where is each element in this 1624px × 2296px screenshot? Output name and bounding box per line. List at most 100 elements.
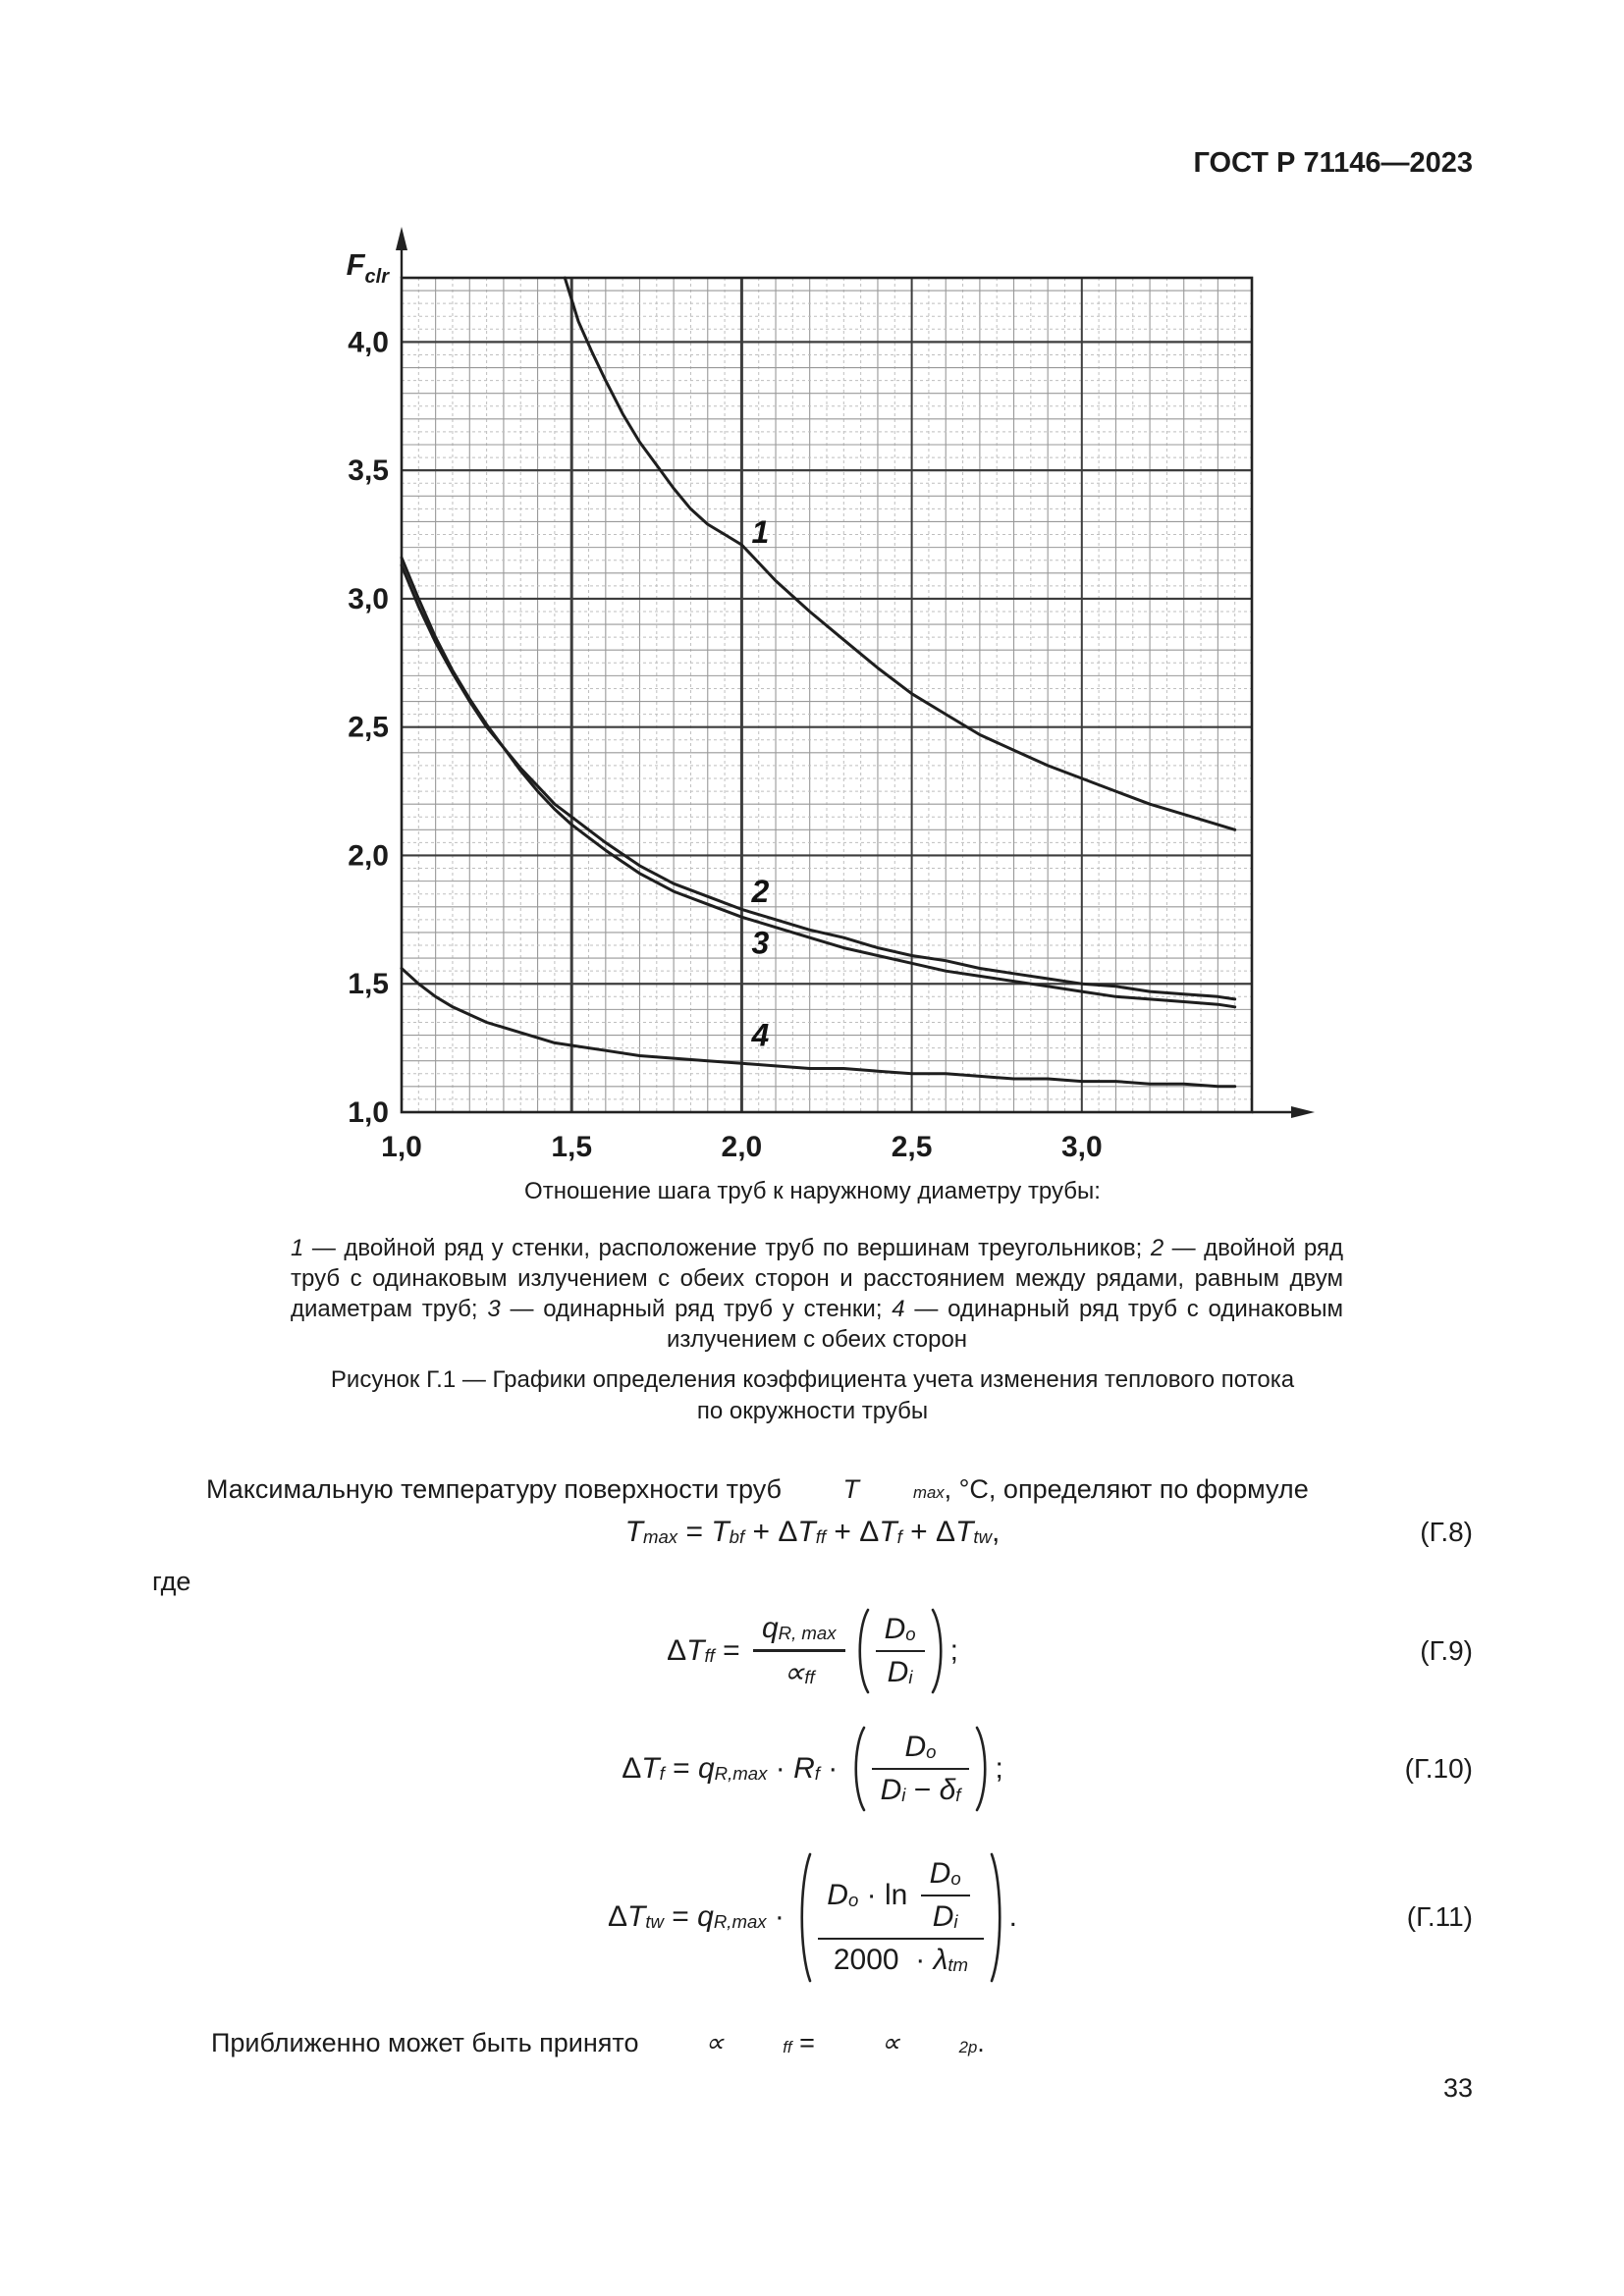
axis-arrow-icon: [396, 227, 407, 250]
curve-1: [563, 276, 1237, 831]
math-operator: =: [663, 1900, 698, 1933]
tick-label: 2,0: [722, 1131, 763, 1163]
paragraph-approx: Приближенно может быть принято ∝ ff = ∝ 2p…: [211, 2028, 985, 2057]
tick-label: 2,5: [892, 1131, 933, 1163]
curve-2: [400, 563, 1237, 1001]
tick-label: 2,0: [348, 839, 389, 872]
math-operator: ·: [819, 1752, 846, 1785]
tick-label: 3,0: [1061, 1131, 1103, 1163]
chart-canvas: Fclr 1,0 1,5 2,0 2,5 3,0 3,5 4,0 1,0 1,5 2,0 2,5 3,0…: [347, 227, 1315, 1163]
math-text: ln: [884, 1878, 916, 1911]
right-paren-icon: [931, 1608, 943, 1694]
math-operator: .: [1008, 1900, 1017, 1933]
math-text: 2000: [833, 1944, 907, 1977]
left-paren-icon: [858, 1608, 869, 1694]
math-operator: −: [905, 1774, 940, 1807]
tick-label: 1,0: [348, 1096, 389, 1129]
math-operator: ·: [858, 1878, 885, 1911]
y-axis-label: Fclr: [347, 247, 391, 288]
legend-series-number: 3: [487, 1296, 501, 1322]
curve-3: [400, 556, 1237, 1009]
equation-g8-number: (Г.8): [1420, 1517, 1473, 1547]
math-var: ∝ 2p: [881, 2028, 978, 2057]
left-paren-icon: [800, 1852, 812, 1982]
math-operator: =: [677, 1516, 712, 1548]
legend-series-number: 1: [291, 1235, 304, 1261]
math-operator: +: [826, 1516, 860, 1548]
left-paren-icon: [854, 1726, 865, 1812]
chart-x-axis-caption: Отношение шага труб к наружному диаметру…: [524, 1178, 1101, 1204]
paragraph-tmax: Максимальную температуру поверхности тру…: [206, 1474, 1309, 1504]
legend-series-number: 2: [1150, 1235, 1164, 1261]
tick-label: 4,0: [348, 326, 389, 358]
math-operator: ·: [767, 1752, 794, 1785]
tick-label: 1,0: [381, 1131, 422, 1163]
curve-label-1: 1: [752, 514, 770, 550]
math-operator: =: [714, 1634, 748, 1667]
axis-arrow-icon: [1291, 1106, 1315, 1118]
math-var: q R,max: [697, 1752, 768, 1785]
page-number: 33: [1442, 2073, 1473, 2103]
math-operator: +: [901, 1516, 937, 1548]
math-operator: ·: [766, 1900, 793, 1933]
where-label: где: [152, 1567, 191, 1596]
curve-label-4: 4: [751, 1018, 770, 1053]
math-operator: ;: [995, 1752, 1003, 1785]
curve-label-3: 3: [752, 925, 770, 960]
figure-caption: Рисунок Г.1 — Графики определения коэффи…: [152, 1364, 1473, 1427]
math-fraction: q R, max ∝ ff: [752, 1612, 845, 1689]
tick-label: 3,0: [348, 583, 389, 615]
figure-caption-line2: по окружности трубы: [696, 1398, 929, 1424]
right-paren-icon: [976, 1726, 987, 1812]
figure-legend: 1 — двойной ряд у стенки, расположение т…: [291, 1235, 1343, 1353]
document-header: ГОСТ Р 71146—2023: [1193, 147, 1473, 179]
math-var: q R,max: [697, 1900, 767, 1933]
math-operator: ·: [906, 1944, 934, 1977]
math-operator: =: [664, 1752, 698, 1785]
math-operator: ;: [949, 1634, 958, 1667]
math-var: λ tm: [933, 1944, 969, 1977]
equation-g10-number: (Г.10): [1404, 1753, 1473, 1784]
tick-label: 3,5: [348, 454, 389, 487]
math-operator: +: [744, 1516, 779, 1548]
figure-g1-chart: Fclr 1,0 1,5 2,0 2,5 3,0 3,5 4,0 1,0 1,5 2,0 2,5 3,0…: [275, 206, 1375, 1193]
math-operator: ,: [992, 1516, 1001, 1548]
equation-g11-number: (Г.11): [1406, 1901, 1473, 1932]
math-var: ∝ ff: [704, 2028, 792, 2057]
curve-4: [400, 967, 1237, 1089]
